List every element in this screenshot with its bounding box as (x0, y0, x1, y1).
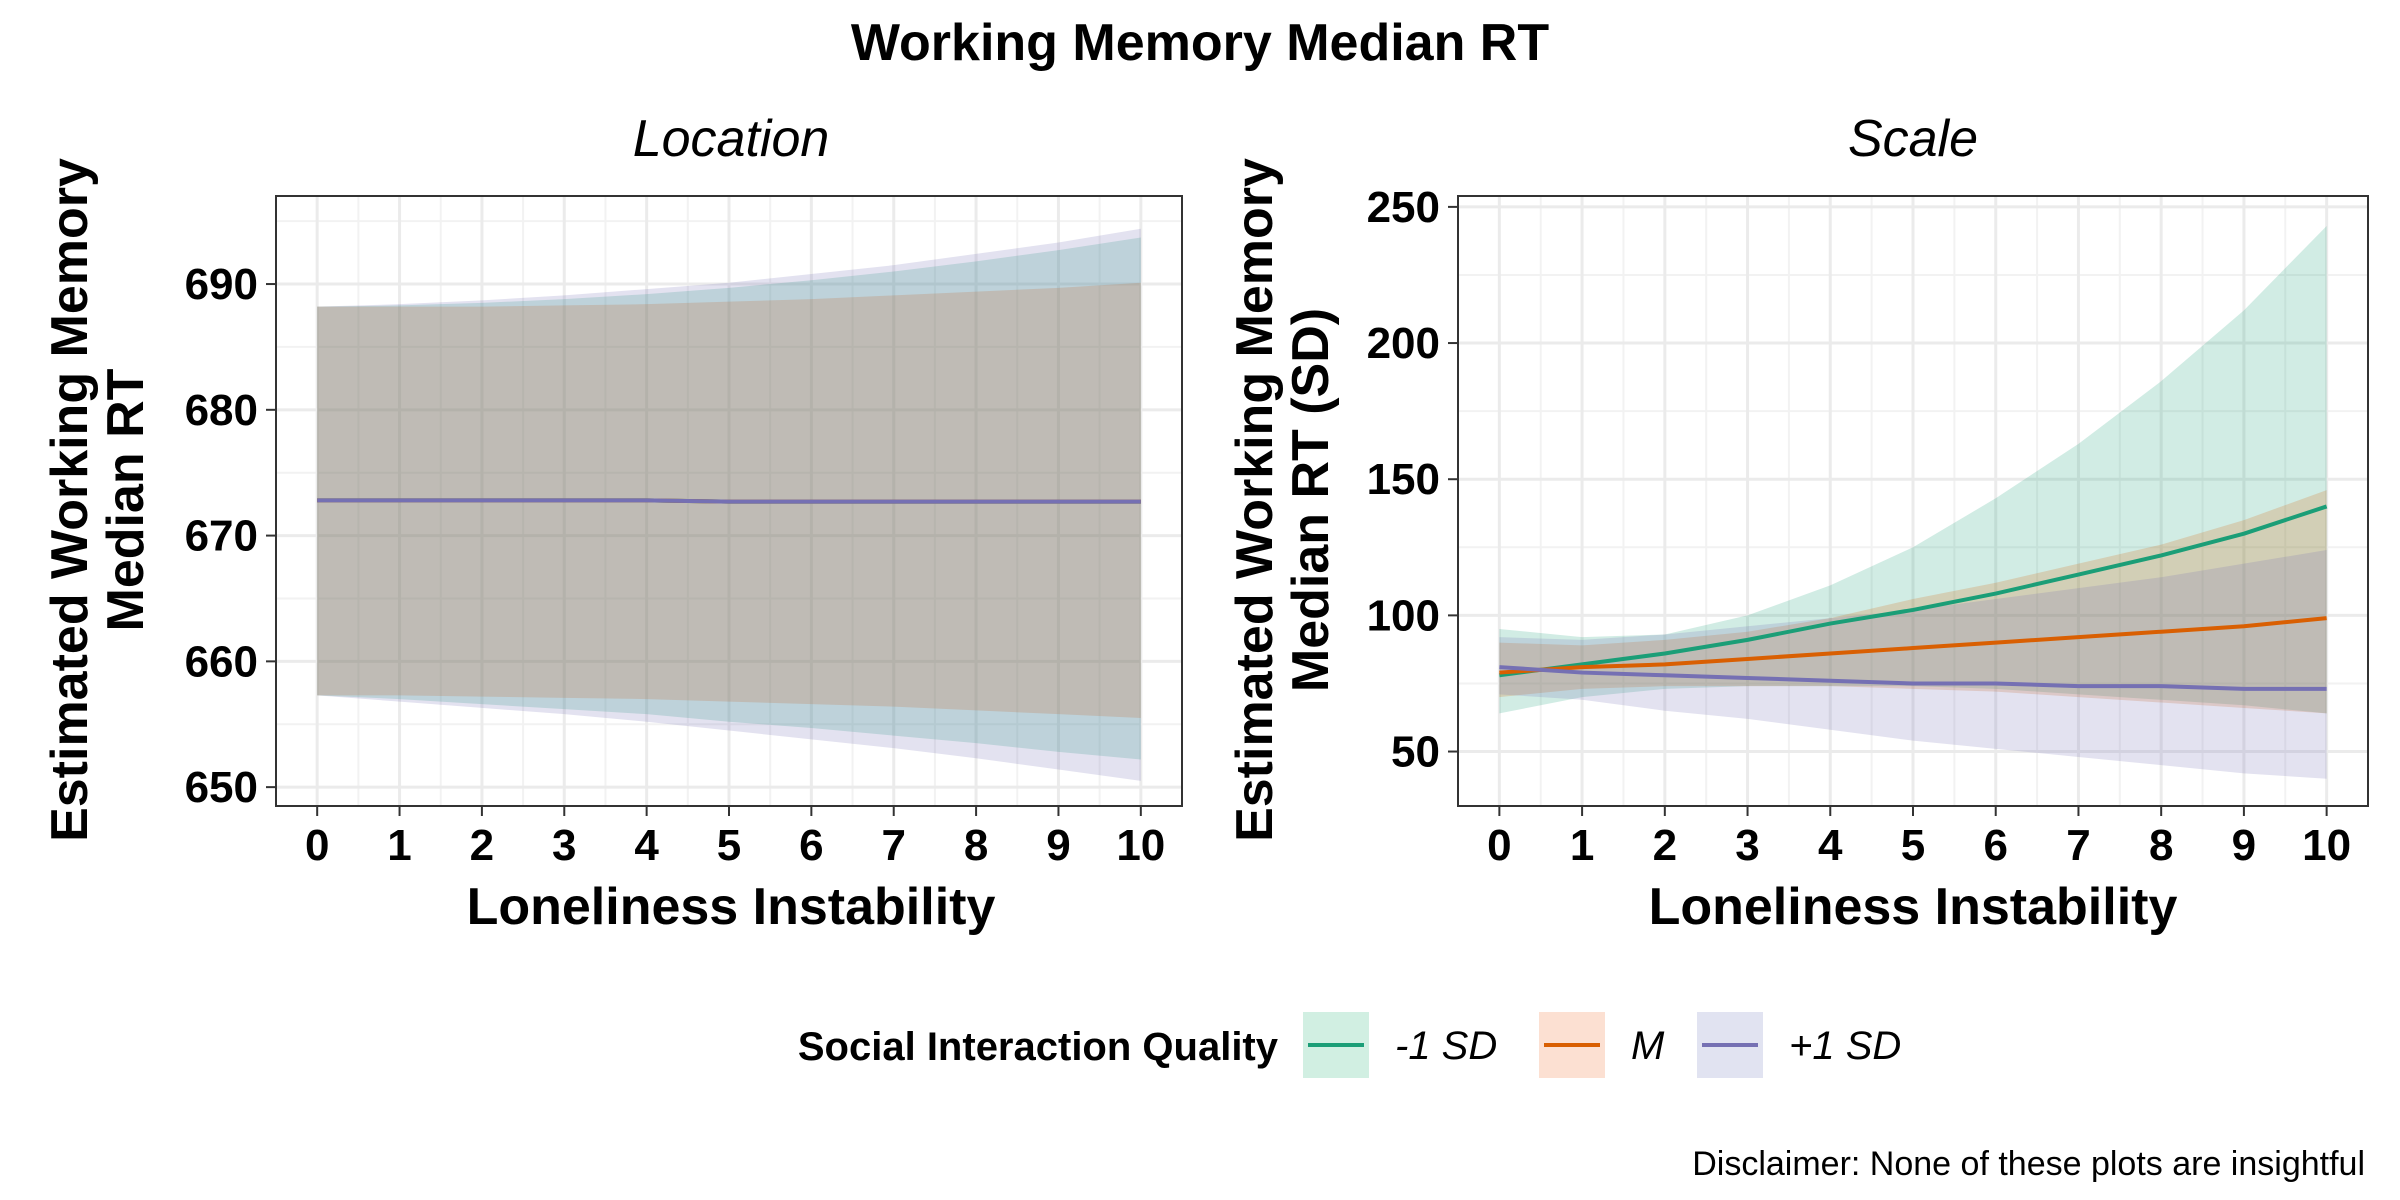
legend-label-mean: M (1631, 1024, 1665, 1068)
y-tick-label-location: 670 (185, 512, 258, 561)
series-line-minus-1-sd-scale (1499, 504, 2328, 678)
y-tick-label-scale: 200 (1367, 319, 1440, 368)
ribbon-minus-1-sd-scale (1499, 225, 2327, 714)
ribbon-minus-1-sd-location (317, 237, 1141, 760)
legend-label-plus-1-sd: +1 SD (1789, 1024, 1901, 1068)
x-tick-label-scale: 5 (1901, 821, 1925, 870)
x-tick-label-scale: 6 (1983, 821, 2007, 870)
legend-title: Social Interaction Quality (798, 1025, 1279, 1069)
legend-item-mean: M (1539, 1012, 1665, 1078)
x-tick-label-location: 3 (552, 821, 576, 870)
x-tick-label-location: 0 (305, 821, 329, 870)
legend: Social Interaction Quality -1 SD M +1 SD (798, 1012, 1901, 1078)
x-tick-label-scale: 1 (1570, 821, 1594, 870)
x-tick-label-scale: 7 (2066, 821, 2090, 870)
y-axis-title-line2-scale: Median RT (SD) (1282, 308, 1340, 692)
x-tick-label-scale: 8 (2149, 821, 2173, 870)
x-tick-label-location: 5 (717, 821, 741, 870)
x-axis-title-location: Loneliness Instability (467, 878, 996, 936)
x-tick-label-location: 9 (1046, 821, 1070, 870)
panel-location: Location Loneliness Instability Estimate… (41, 110, 1183, 936)
ribbon-plus-1-sd-location (317, 228, 1141, 781)
x-tick-label-scale: 10 (2302, 821, 2351, 870)
ribbon-mean-scale (1499, 490, 2327, 714)
x-tick-label-scale: 9 (2232, 821, 2256, 870)
legend-label-minus-1-sd: -1 SD (1395, 1024, 1497, 1068)
y-tick-label-scale: 100 (1367, 591, 1440, 640)
x-tick-label-location: 6 (799, 821, 823, 870)
ribbon-plus-1-sd-scale (1499, 550, 2327, 779)
series-line-plus-1-sd-scale (1499, 665, 2327, 691)
y-tick-label-location: 650 (185, 763, 258, 812)
y-axis-title-line1-location: Estimated Working Memory (41, 158, 99, 842)
x-tick-label-scale: 0 (1487, 821, 1511, 870)
series-line-plus-1-sd-location (317, 498, 1141, 504)
panel-scale: Scale Loneliness Instability Estimated W… (1226, 110, 2369, 936)
x-tick-label-location: 8 (964, 821, 988, 870)
strip-label-scale: Scale (1848, 110, 1978, 168)
y-axis-title-line1-scale: Estimated Working Memory (1226, 158, 1284, 842)
strip-label-location: Location (633, 110, 830, 168)
y-tick-label-location: 660 (185, 637, 258, 686)
x-tick-label-location: 1 (387, 821, 411, 870)
x-tick-label-scale: 4 (1818, 821, 1843, 870)
y-tick-label-location: 680 (185, 386, 258, 435)
y-tick-label-scale: 50 (1391, 728, 1440, 777)
x-tick-label-scale: 2 (1653, 821, 1677, 870)
x-tick-label-scale: 3 (1735, 821, 1759, 870)
y-axis-title-line2-location: Median RT (97, 368, 155, 631)
chart-title: Working Memory Median RT (851, 14, 1549, 72)
x-axis-title-scale: Loneliness Instability (1649, 878, 2178, 936)
series-line-mean-scale (1499, 616, 2327, 675)
legend-item-plus-1-sd: +1 SD (1697, 1012, 1901, 1078)
legend-item-minus-1-sd: -1 SD (1303, 1012, 1497, 1078)
y-tick-label-scale: 150 (1367, 455, 1440, 504)
x-tick-label-location: 7 (881, 821, 905, 870)
caption: Disclaimer: None of these plots are insi… (1692, 1145, 2365, 1183)
x-tick-label-location: 4 (634, 821, 659, 870)
x-tick-label-location: 2 (470, 821, 494, 870)
y-tick-label-location: 690 (185, 260, 258, 309)
y-tick-label-scale: 250 (1367, 183, 1440, 232)
x-tick-label-location: 10 (1116, 821, 1165, 870)
